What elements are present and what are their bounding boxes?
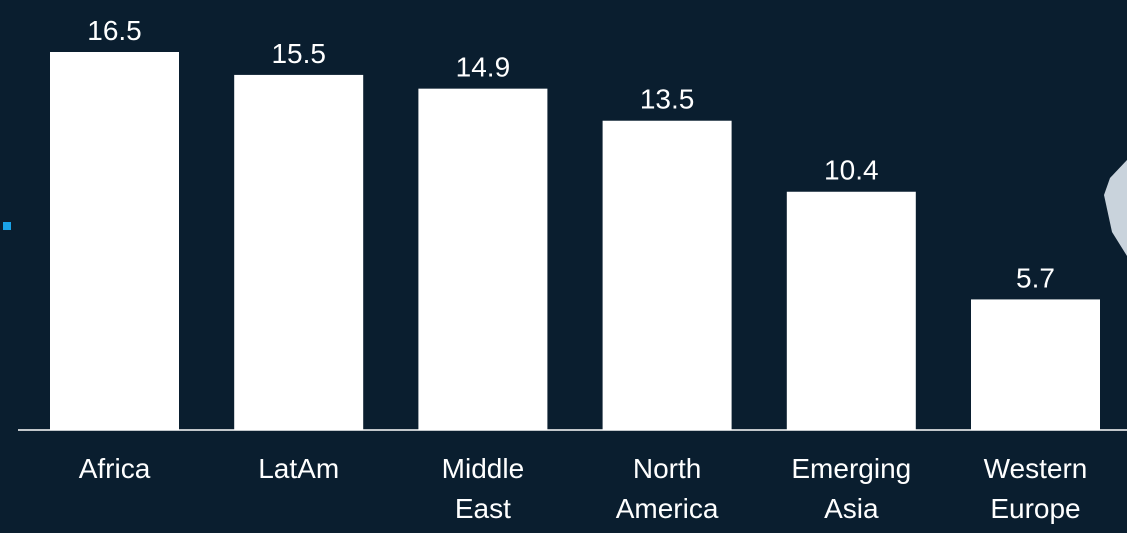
bar [786, 191, 916, 430]
x-tick-label: Europe [990, 493, 1080, 524]
value-label: 10.4 [824, 155, 879, 186]
bar [971, 299, 1100, 430]
bar [602, 120, 732, 431]
value-label: 5.7 [1016, 262, 1055, 293]
value-label: 14.9 [456, 52, 511, 83]
x-tick-label: Africa [79, 453, 151, 484]
x-tick-label: Middle [442, 453, 524, 484]
x-tick-label: East [455, 493, 511, 524]
x-tick-label: America [616, 493, 719, 524]
x-tick-label: Western [984, 453, 1088, 484]
x-tick-label: Asia [824, 493, 879, 524]
x-tick-label: LatAm [258, 453, 339, 484]
bar [418, 88, 548, 431]
value-label: 16.5 [87, 15, 142, 46]
x-tick-label: North [633, 453, 701, 484]
bullet-marker [3, 222, 11, 230]
bar [234, 74, 364, 430]
decoration [1104, 160, 1127, 256]
value-label: 13.5 [640, 84, 695, 115]
value-label: 15.5 [271, 38, 326, 69]
bar [50, 52, 179, 430]
x-tick-label: Emerging [791, 453, 911, 484]
